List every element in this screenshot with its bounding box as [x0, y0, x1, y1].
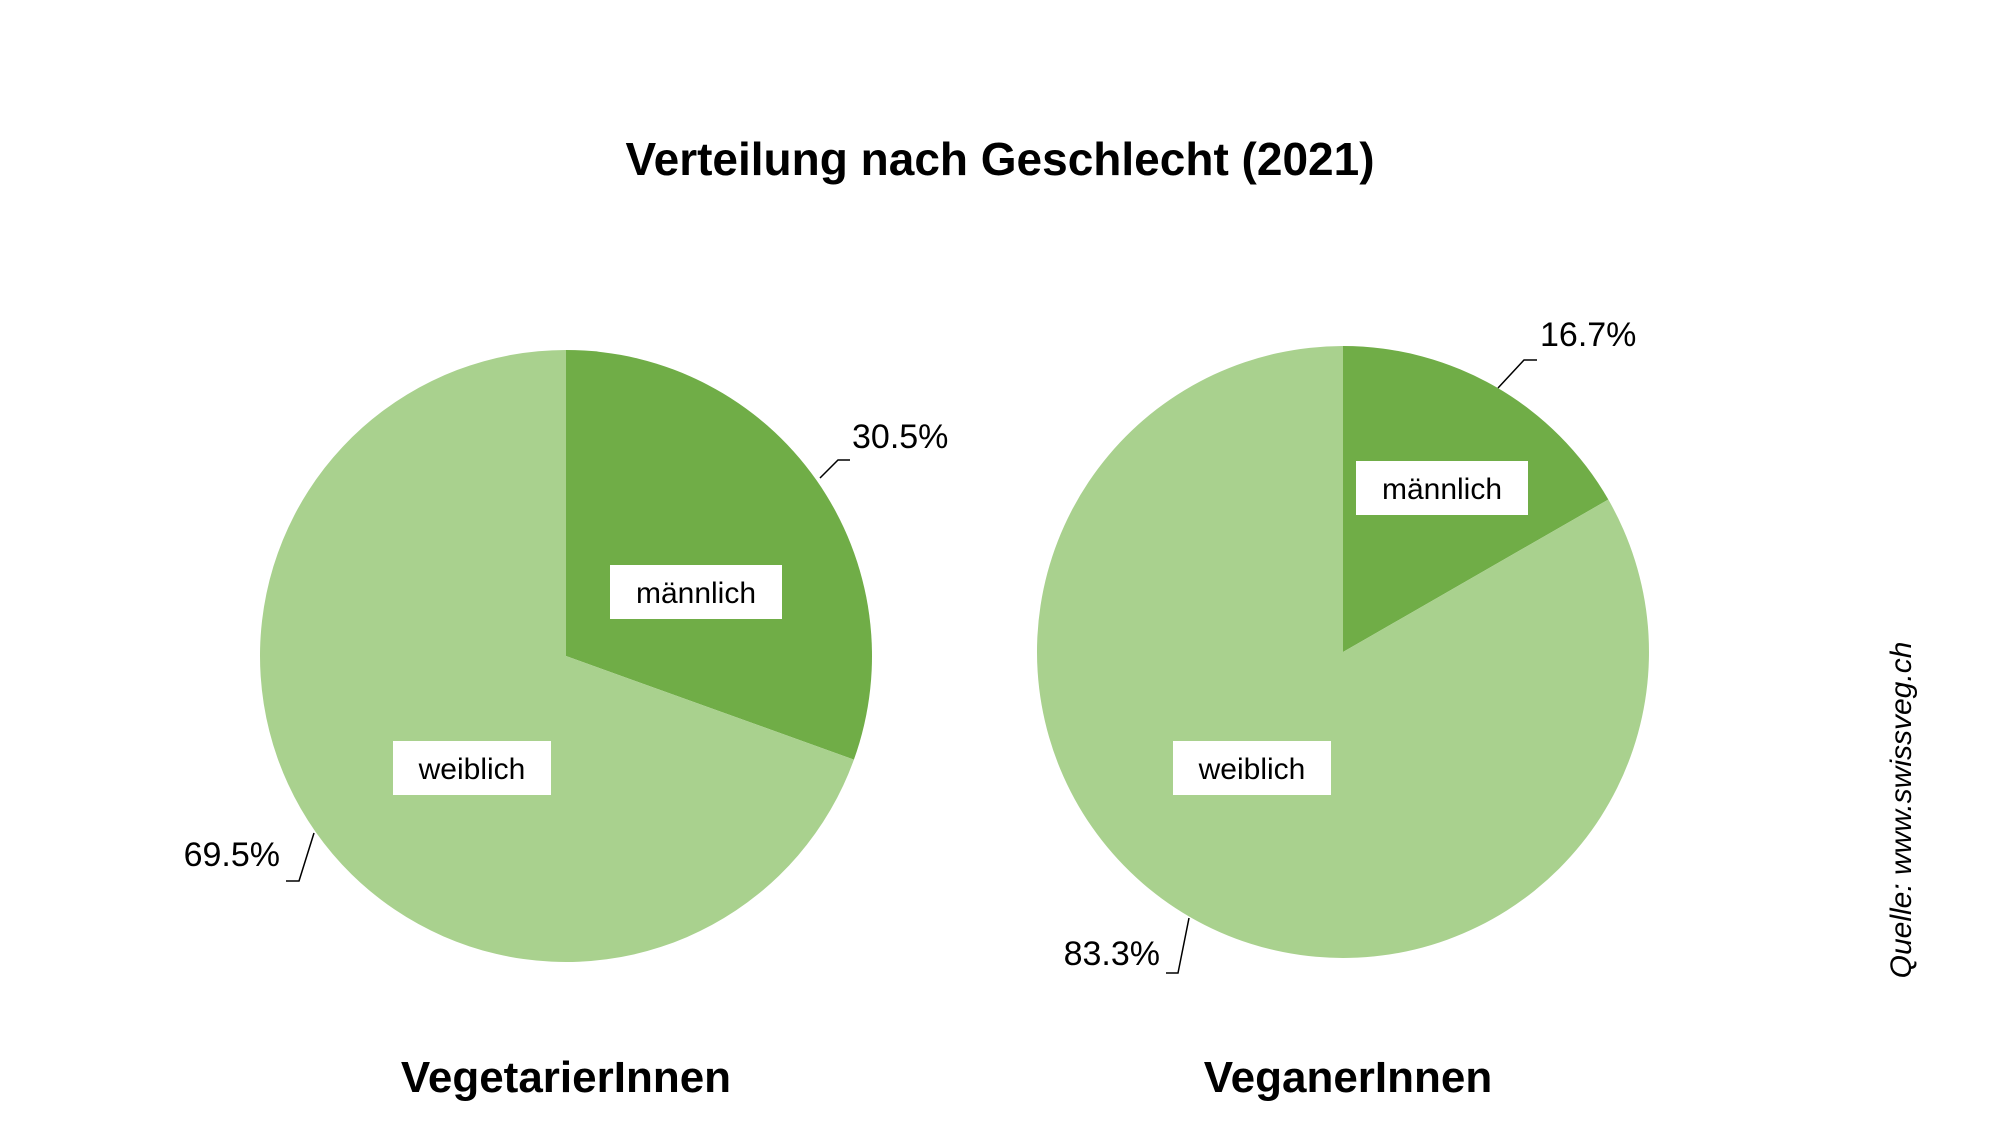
pie-vegetarier-label-box-maennlich [610, 565, 782, 619]
pie-veganer-value-label-maennlich: 16.7% [1540, 316, 1636, 354]
pie-veganer-label-box-maennlich [1356, 461, 1528, 515]
pie-veganer: männlich weiblich 16.7% 83.3% [1036, 316, 1649, 974]
pie-veganer-title: VeganerInnen [1204, 1053, 1493, 1102]
chart-title: Verteilung nach Geschlecht (2021) [625, 133, 1374, 185]
pie-vegetarier-title: VegetarierInnen [401, 1053, 731, 1102]
pie-vegetarier-slice-weiblich [259, 350, 854, 962]
pie-veganer-category-label-maennlich: männlich [1382, 473, 1502, 506]
pie-veganer-value-label-weiblich: 83.3% [1064, 935, 1160, 973]
source-note: Quelle: www.swissveg.ch [1885, 642, 1918, 979]
pie-vegetarier: männlich weiblich 30.5% 69.5% [184, 350, 948, 962]
pie-veganer-slice-weiblich [1036, 345, 1649, 959]
pie-vegetarier-slice-maennlich [566, 350, 872, 760]
pie-veganer-leader-line-maennlich [1497, 359, 1537, 389]
pie-vegetarier-leader-line-weiblich [286, 832, 315, 882]
pie-vegetarier-category-label-maennlich: männlich [636, 577, 756, 610]
pie-vegetarier-value-label-maennlich: 30.5% [852, 418, 948, 456]
pie-vegetarier-leader-line-maennlich [819, 459, 850, 479]
pie-vegetarier-category-label-weiblich: weiblich [418, 753, 526, 786]
pie-vegetarier-value-label-weiblich: 69.5% [184, 836, 280, 874]
pie-vegetarier-label-box-weiblich [393, 741, 551, 795]
pie-veganer-leader-line-weiblich [1166, 917, 1190, 974]
pie-veganer-label-box-weiblich [1173, 741, 1331, 795]
pie-veganer-category-label-weiblich: weiblich [1198, 753, 1306, 786]
